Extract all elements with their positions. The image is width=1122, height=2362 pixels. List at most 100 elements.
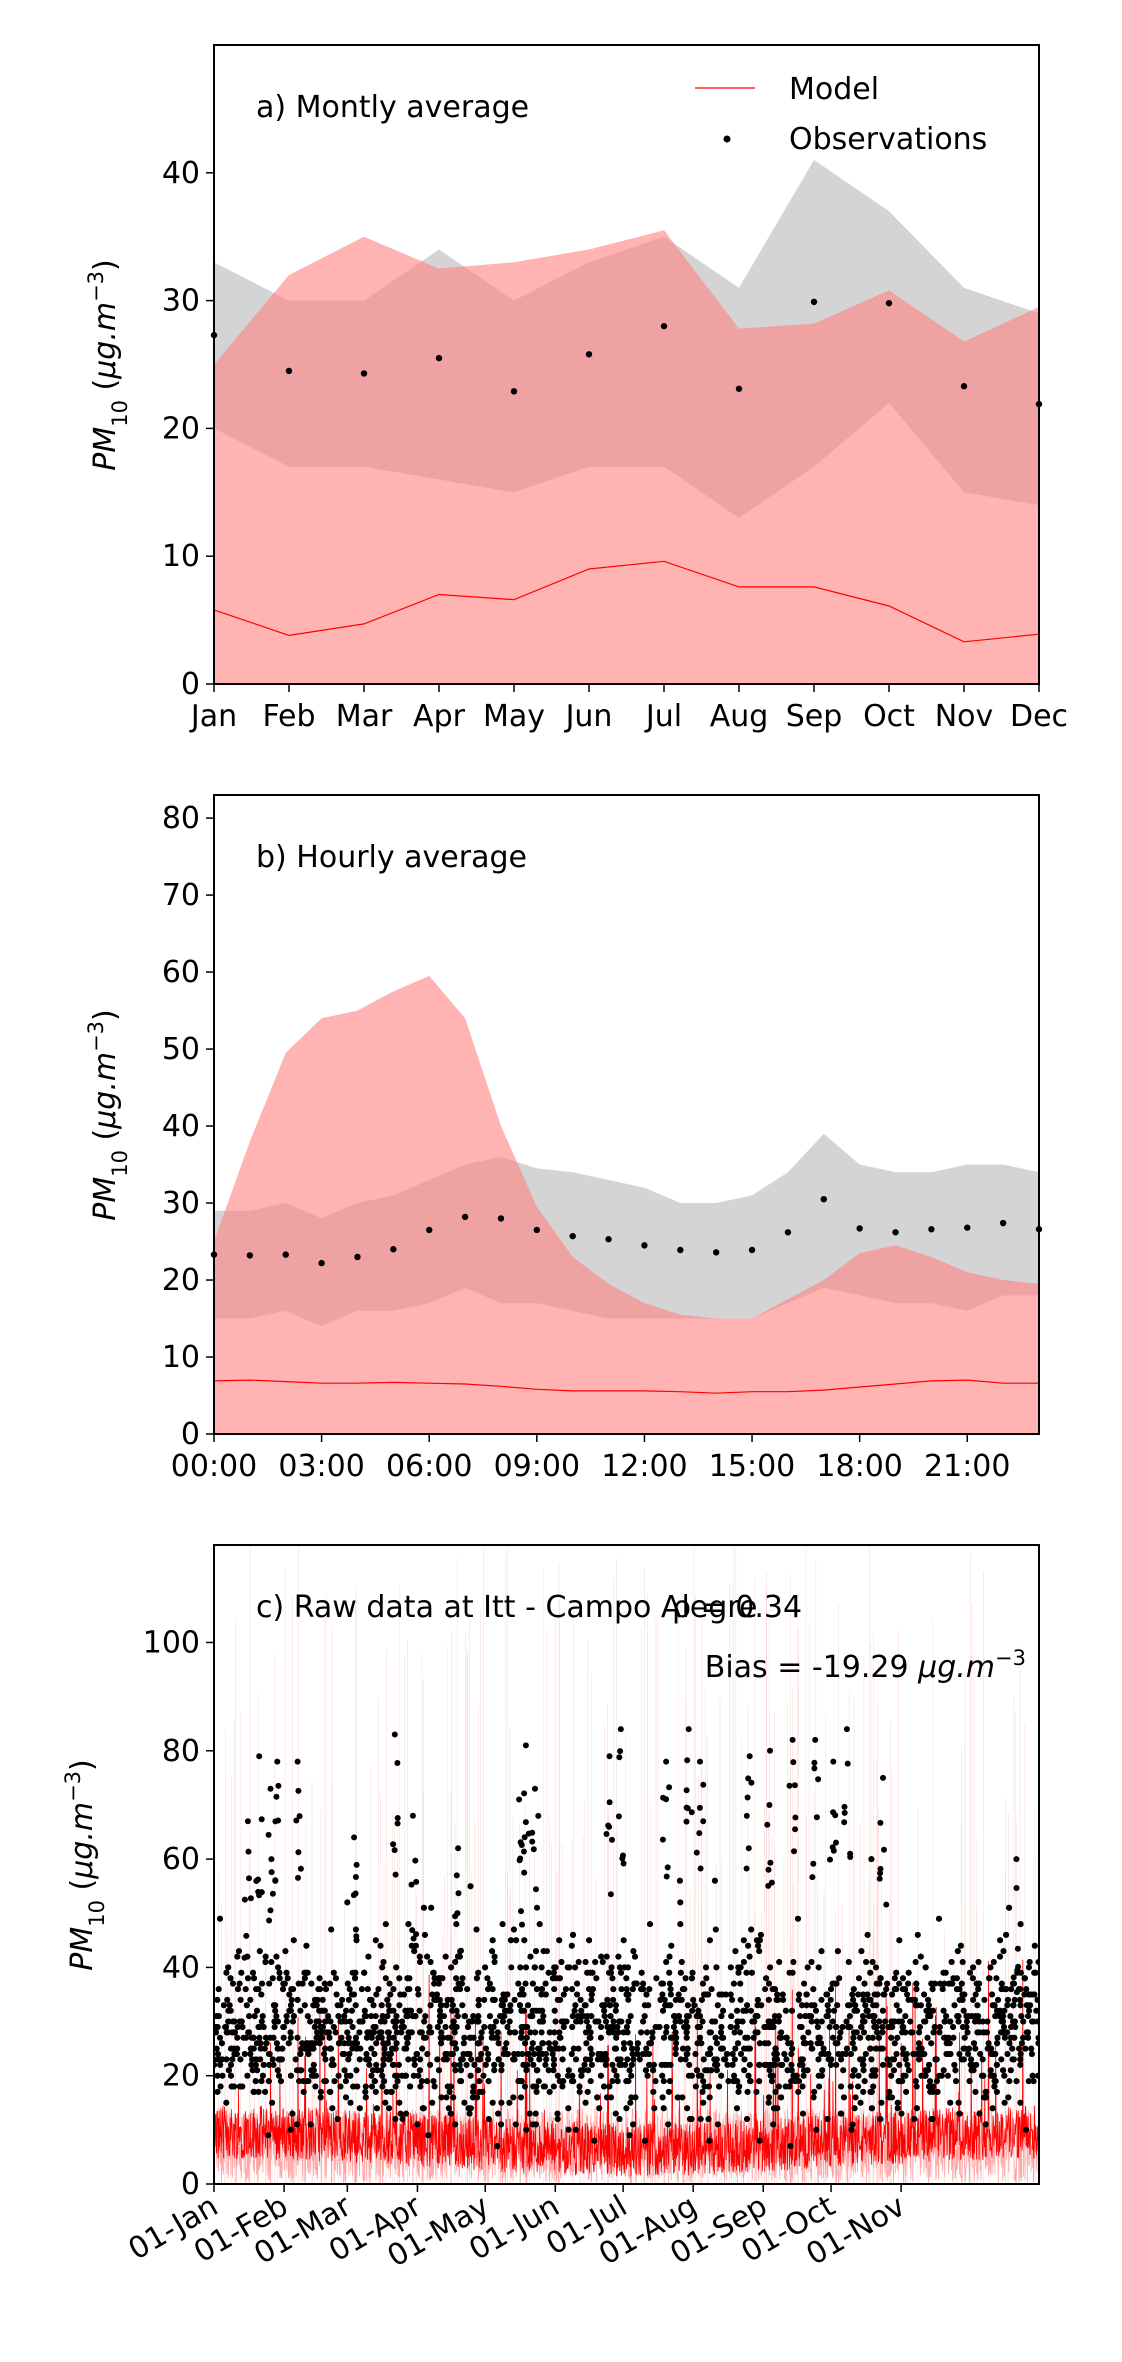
- observation-point: [412, 2013, 419, 2020]
- observation-point: [960, 2007, 967, 2014]
- observation-point: [987, 1964, 994, 1971]
- observation-point: [929, 2116, 936, 2122]
- observation-point: [452, 2040, 459, 2047]
- observation-point: [518, 2094, 524, 2101]
- y-tick-label: 20: [162, 1263, 200, 1298]
- observation-point: [277, 2056, 284, 2063]
- observation-point: [968, 2056, 975, 2063]
- observation-point: [613, 2034, 620, 2041]
- observation-point: [507, 2002, 514, 2009]
- observation-point: [694, 2013, 701, 2020]
- observation-point: [1005, 2094, 1012, 2101]
- observation-point: [704, 1991, 710, 1998]
- observation-point: [475, 2067, 482, 2074]
- observation-point: [647, 2040, 654, 2047]
- observation-point: [662, 2002, 669, 2009]
- observation-point: [830, 2034, 836, 2041]
- observation-point: [609, 1975, 616, 1982]
- observation-point: [825, 2007, 832, 2014]
- observation-point: [529, 2040, 536, 2047]
- observation-point: [364, 1986, 371, 1993]
- observation-point: [865, 2034, 872, 2041]
- observation-point: [666, 1980, 673, 1987]
- observation-point: [953, 2078, 959, 2085]
- observation-point: [354, 1253, 361, 1261]
- observation-point: [999, 2029, 1006, 2036]
- observation-point: [454, 2013, 461, 2020]
- observation-point: [823, 2013, 830, 2020]
- observation-point: [371, 2051, 378, 2057]
- observation-point: [762, 1986, 769, 1993]
- observation-point: [234, 2024, 241, 2030]
- observation-point: [745, 2072, 752, 2079]
- observation-point: [625, 2078, 632, 2085]
- observation-point: [256, 2034, 263, 2041]
- observation-point: [530, 2061, 537, 2068]
- observation-point: [951, 2002, 958, 2009]
- observation-point: [527, 2029, 534, 2036]
- observation-point: [265, 2078, 272, 2085]
- observation-point: [410, 2072, 417, 2079]
- observation-point: [532, 2110, 539, 2117]
- observation-point: [352, 1874, 359, 1880]
- observation-point: [586, 1986, 593, 1993]
- observation-point: [984, 2018, 991, 2025]
- observation-point: [577, 2018, 584, 2025]
- observation-point: [886, 2061, 893, 2068]
- observation-peak: [294, 1758, 301, 1765]
- observation-point: [777, 2061, 784, 2068]
- observation-point: [936, 2024, 943, 2030]
- observation-point: [582, 1959, 589, 1965]
- observation-point: [420, 1904, 427, 1911]
- observation-point: [677, 1921, 684, 1928]
- observation-point: [997, 1937, 1004, 1944]
- observation-point: [363, 2051, 370, 2057]
- observation-point: [795, 1996, 802, 2003]
- observation-point: [975, 1959, 982, 1965]
- observation-point: [750, 2034, 757, 2041]
- observation-point: [372, 2013, 379, 2020]
- observation-point: [285, 367, 293, 375]
- observation-point: [435, 1980, 442, 1987]
- observation-point: [682, 2024, 689, 2030]
- observation-point: [967, 2061, 974, 2068]
- observation-point: [518, 2024, 525, 2030]
- observation-point: [966, 2078, 973, 2085]
- observation-point: [452, 2067, 459, 2074]
- observation-point: [1025, 2034, 1032, 2041]
- observation-point: [283, 2013, 290, 2020]
- observation-point: [916, 2024, 923, 2030]
- observation-point: [384, 1996, 391, 2003]
- observation-point: [830, 1809, 837, 1816]
- observation-point: [739, 2018, 746, 2025]
- observation-point: [612, 2110, 619, 2117]
- observation-point: [536, 1921, 543, 1928]
- observation-point: [745, 1942, 752, 1949]
- observation-point: [501, 1996, 508, 2003]
- observation-point: [569, 2072, 576, 2079]
- observation-point: [612, 2007, 619, 2014]
- observation-point: [394, 2078, 401, 2085]
- observation-point: [412, 1942, 419, 1949]
- observation-point: [523, 1964, 529, 1971]
- x-tick-label: May: [483, 699, 545, 734]
- observation-point: [593, 1975, 600, 1982]
- observation-point: [489, 2099, 496, 2106]
- observation-point: [909, 2029, 916, 2036]
- observation-point: [445, 2105, 452, 2112]
- observation-point: [393, 1964, 400, 1971]
- observation-point: [943, 2013, 950, 2020]
- observation-point: [660, 2078, 667, 2085]
- observation-point: [280, 1980, 287, 1987]
- observation-point: [223, 1969, 230, 1976]
- observation-point: [214, 2013, 220, 2020]
- observation-point: [979, 2056, 986, 2063]
- observation-point: [948, 1959, 955, 1965]
- observation-point: [928, 1226, 935, 1233]
- observation-point: [587, 2056, 594, 2063]
- observation-point: [279, 2045, 286, 2052]
- observation-point: [659, 2094, 666, 2101]
- observation-point: [342, 2018, 349, 2025]
- observation-point: [424, 2078, 431, 2085]
- ylabel-open: (: [65, 1879, 100, 1900]
